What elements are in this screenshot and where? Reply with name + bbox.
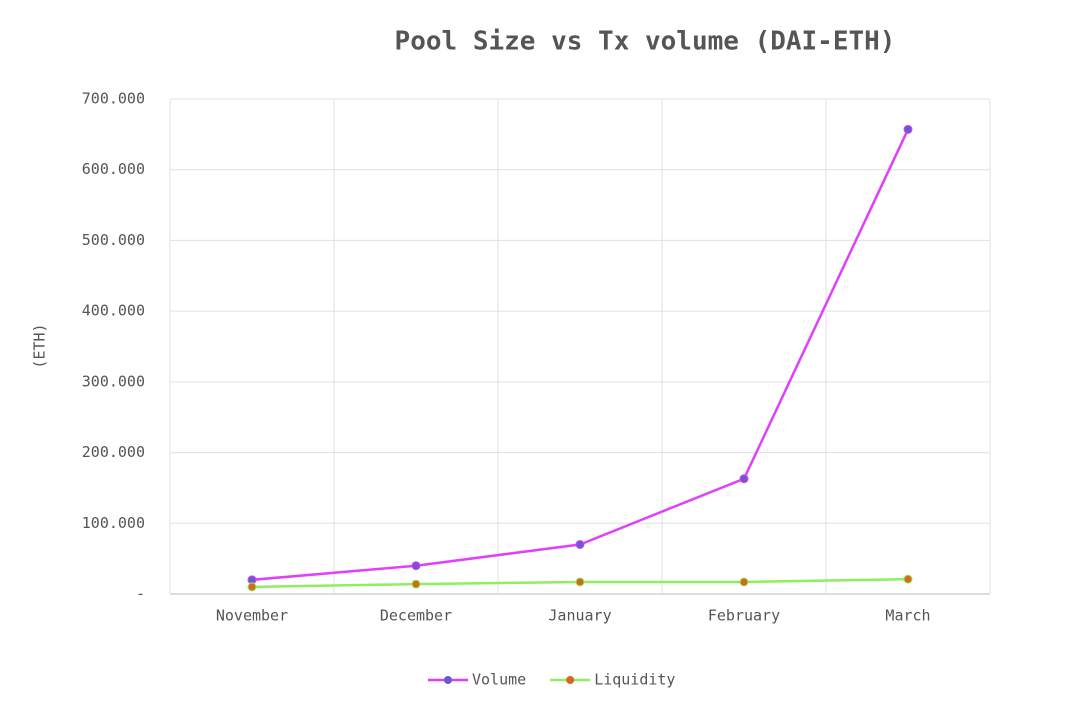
y-tick-label: - [136, 585, 145, 603]
x-tick-label: January [548, 607, 611, 625]
point [411, 579, 421, 589]
point [575, 577, 585, 587]
chart-title: Pool Size vs Tx volume (DAI-ETH) [395, 27, 896, 57]
y-tick-label: 600.000 [82, 160, 145, 178]
x-tick-label: February [708, 607, 780, 625]
point [903, 574, 913, 584]
x-tick-label: November [216, 607, 288, 625]
y-tick-label: 500.000 [82, 231, 145, 249]
point [739, 474, 749, 484]
y-tick-label: 300.000 [82, 372, 145, 390]
point [739, 577, 749, 587]
point [411, 561, 421, 571]
legend-marker [566, 676, 575, 684]
x-tick-label: March [885, 607, 930, 625]
point [903, 124, 913, 134]
legend-marker [444, 676, 452, 684]
y-axis-label: (ETH) [31, 323, 49, 368]
legend-label: Volume [472, 671, 526, 689]
series-line [251, 128, 910, 582]
y-tick-label: 200.000 [82, 443, 145, 461]
y-tick-label: 400.000 [82, 302, 145, 320]
x-tick-label: December [380, 607, 452, 625]
point [575, 540, 585, 549]
point [247, 582, 257, 592]
y-tick-label: 700.000 [82, 90, 145, 108]
y-tick-label: 100.000 [82, 514, 145, 532]
legend-label: Liquidity [594, 671, 675, 689]
